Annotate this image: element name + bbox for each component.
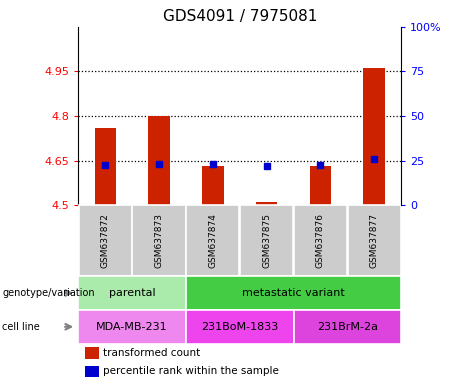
Bar: [85, 366, 100, 377]
Bar: [310, 166, 331, 205]
Bar: [85, 347, 100, 359]
Title: GDS4091 / 7975081: GDS4091 / 7975081: [163, 9, 317, 24]
FancyBboxPatch shape: [240, 205, 293, 276]
Bar: [363, 68, 385, 205]
Text: metastatic variant: metastatic variant: [242, 288, 345, 298]
Text: GSM637874: GSM637874: [208, 213, 217, 268]
FancyBboxPatch shape: [348, 205, 401, 276]
Text: GSM637872: GSM637872: [101, 213, 110, 268]
Text: 231BoM-1833: 231BoM-1833: [201, 322, 278, 332]
FancyBboxPatch shape: [186, 205, 239, 276]
Text: MDA-MB-231: MDA-MB-231: [96, 322, 168, 332]
FancyBboxPatch shape: [79, 205, 132, 276]
FancyBboxPatch shape: [78, 310, 186, 344]
FancyBboxPatch shape: [78, 276, 186, 310]
Bar: [148, 116, 170, 205]
Text: 231BrM-2a: 231BrM-2a: [317, 322, 378, 332]
FancyBboxPatch shape: [186, 276, 401, 310]
Bar: [202, 166, 224, 205]
Text: GSM637873: GSM637873: [154, 213, 164, 268]
Text: percentile rank within the sample: percentile rank within the sample: [102, 366, 278, 376]
Bar: [95, 128, 116, 205]
Text: GSM637877: GSM637877: [370, 213, 378, 268]
Text: parental: parental: [109, 288, 155, 298]
Text: cell line: cell line: [2, 322, 40, 332]
Bar: [256, 202, 278, 205]
Text: transformed count: transformed count: [102, 348, 200, 358]
Text: GSM637875: GSM637875: [262, 213, 271, 268]
Text: GSM637876: GSM637876: [316, 213, 325, 268]
FancyBboxPatch shape: [294, 205, 347, 276]
FancyBboxPatch shape: [132, 205, 186, 276]
Text: genotype/variation: genotype/variation: [2, 288, 95, 298]
FancyBboxPatch shape: [294, 310, 401, 344]
FancyBboxPatch shape: [186, 310, 294, 344]
